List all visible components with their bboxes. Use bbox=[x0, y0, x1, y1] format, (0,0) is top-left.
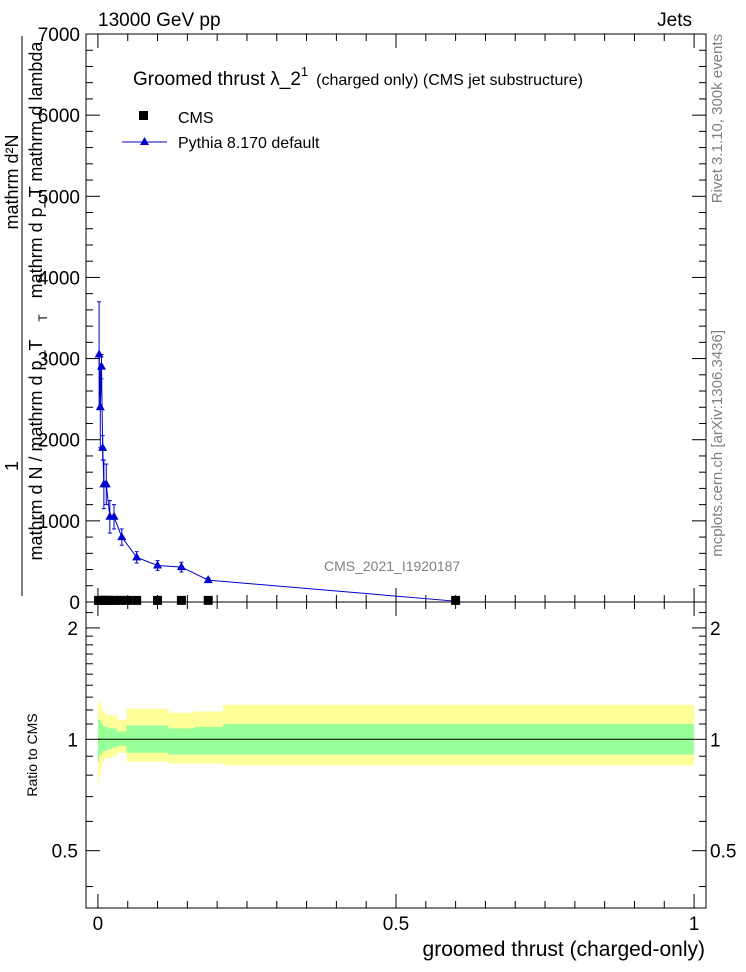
ratio-y-tick-label-right: 2 bbox=[710, 619, 721, 640]
ylabel-denominator: mathrm d p_T mathrm d lambda bbox=[26, 41, 47, 299]
cms-data-point bbox=[132, 595, 142, 605]
legend: CMS Pythia 8.170 default bbox=[122, 110, 320, 152]
x-tick-label: 0.5 bbox=[383, 914, 409, 935]
main-y-tick-label: 7000 bbox=[38, 25, 80, 46]
cms-data-point bbox=[109, 595, 119, 605]
pythia-data-point bbox=[109, 511, 119, 520]
ratio-y-axis-label: Ratio to CMS bbox=[24, 713, 40, 796]
pythia-data-point bbox=[94, 349, 104, 358]
plot-title-main: Groomed thrust λ_2 bbox=[133, 69, 301, 90]
ylabel-subscript: T bbox=[36, 314, 50, 322]
cms-data-point bbox=[451, 595, 461, 605]
ylabel-bottom: mathrm d N / mathrm d p_T bbox=[26, 339, 47, 560]
ratio-band-inner bbox=[97, 719, 695, 762]
pythia-data-point bbox=[153, 560, 163, 569]
x-tick-label: 0 bbox=[93, 914, 104, 935]
plot-title: Groomed thrust λ_21 (charged only) (CMS j… bbox=[133, 64, 583, 90]
ratio-plot-panel: 0.5 0.5 1 1 2 2 0 0.5 1 Ratio to CMS groomed thr… bbox=[24, 601, 736, 961]
pythia-data-point bbox=[95, 402, 105, 411]
ylabel-one: 1 bbox=[2, 461, 22, 471]
main-y-tick-label: 5000 bbox=[38, 187, 80, 208]
analysis-label: CMS_2021_I1920187 bbox=[324, 558, 460, 574]
header-right: Jets bbox=[657, 10, 692, 31]
ylabel-numerator: mathrm d²N bbox=[2, 134, 22, 229]
side-label-rivet: Rivet 3.1.10, 300k events bbox=[709, 34, 726, 203]
plot-title-rest: (charged only) (CMS jet substructure) bbox=[316, 72, 583, 89]
pythia-data-point bbox=[132, 552, 142, 561]
x-axis-label: groomed thrust (charged-only) bbox=[423, 938, 705, 961]
main-y-axis-label: mathrm d²N mathrm d p_T mathrm d lambda … bbox=[2, 36, 50, 596]
pythia-data-point bbox=[176, 562, 186, 571]
main-y-tick-label: 6000 bbox=[38, 106, 80, 127]
ratio-y-tick-label-left: 1 bbox=[67, 730, 78, 751]
cms-data-point bbox=[176, 595, 186, 605]
ratio-y-tick-label-left: 2 bbox=[67, 619, 78, 640]
main-y-tick-label: 2000 bbox=[38, 431, 80, 452]
pythia-data-point bbox=[98, 442, 108, 451]
legend-label-pythia: Pythia 8.170 default bbox=[178, 135, 320, 152]
pythia-data-point bbox=[101, 479, 111, 488]
pythia-data-point bbox=[117, 532, 127, 541]
ratio-y-tick-label-left: 0.5 bbox=[52, 842, 78, 863]
ratio-y-tick-label-right: 1 bbox=[710, 730, 721, 751]
main-y-tick-label: 3000 bbox=[38, 350, 80, 371]
legend-label-cms: CMS bbox=[178, 110, 214, 127]
cms-data-point bbox=[115, 595, 125, 605]
pythia-data-point bbox=[97, 361, 106, 370]
main-y-tick-label: 1000 bbox=[38, 512, 80, 533]
pythia-data-point bbox=[203, 575, 213, 584]
x-tick-label: 1 bbox=[689, 914, 700, 935]
legend-marker-cms bbox=[139, 111, 148, 120]
legend-marker-pythia bbox=[140, 137, 149, 145]
cms-data-point bbox=[153, 595, 163, 605]
main-plot-panel: 0 1000 2000 3000 4000 5000 6000 7000 Groomed th… bbox=[2, 25, 707, 614]
side-label-mcplots: mcplots.cern.ch [arXiv:1306.3436] bbox=[709, 330, 726, 557]
cms-data-point bbox=[123, 595, 133, 605]
main-y-tick-label: 4000 bbox=[38, 268, 80, 289]
header-left: 13000 GeV pp bbox=[98, 10, 221, 31]
plot-title-superscript: 1 bbox=[301, 64, 308, 79]
cms-data-point bbox=[203, 595, 213, 605]
ratio-y-tick-label-right: 0.5 bbox=[710, 842, 736, 863]
main-y-tick-label: 0 bbox=[69, 593, 80, 614]
cms-data-point bbox=[104, 595, 114, 605]
